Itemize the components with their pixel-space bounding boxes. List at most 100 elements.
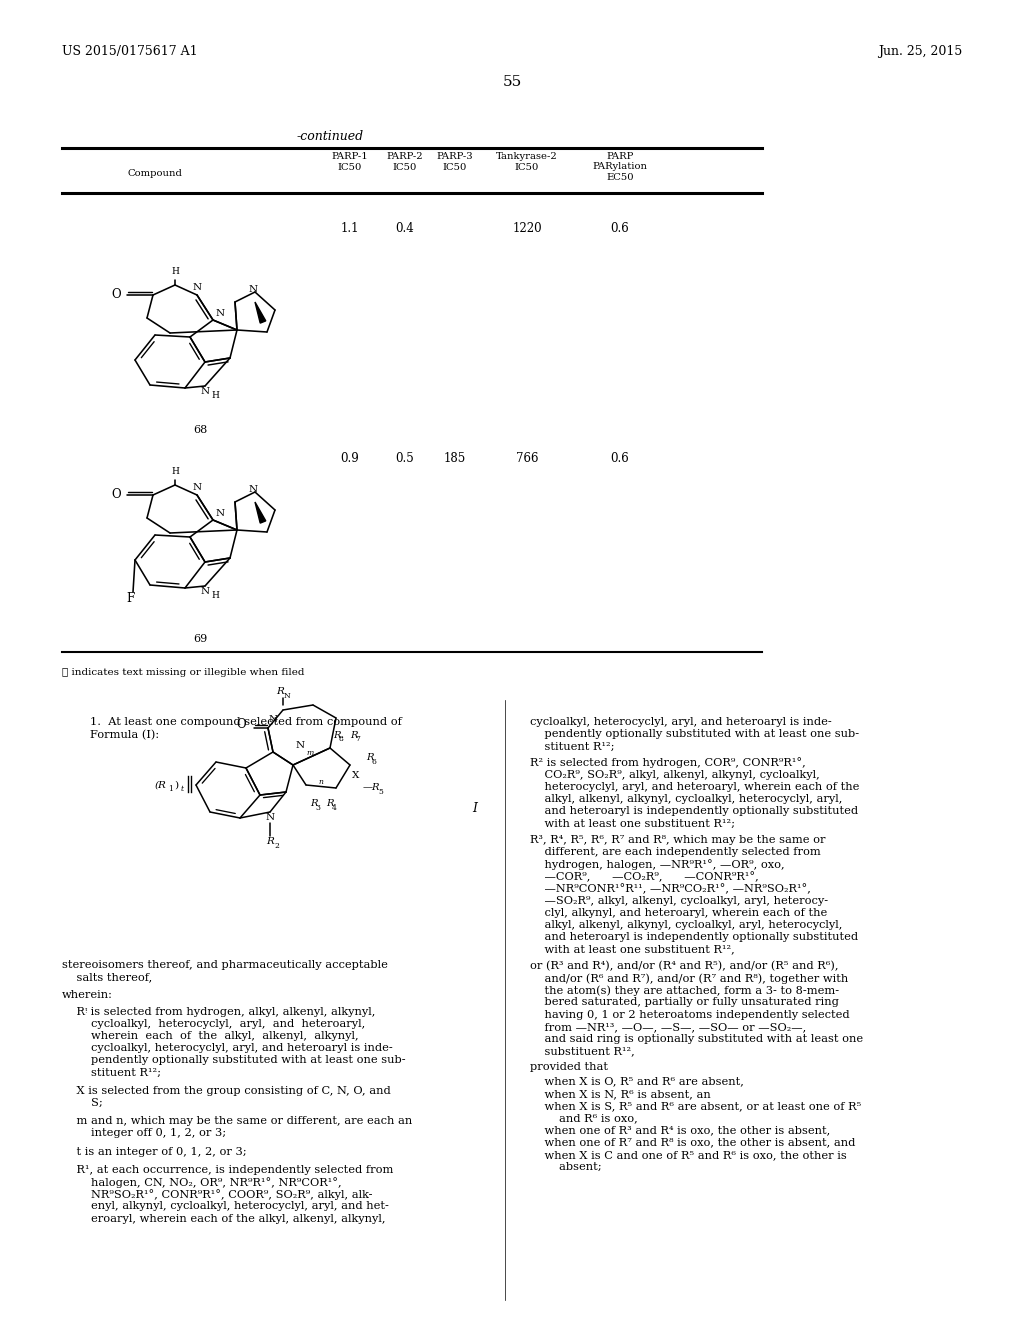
- Text: IC50: IC50: [442, 162, 467, 172]
- Text: R: R: [266, 837, 274, 846]
- Text: eroaryl, wherein each of the alkyl, alkenyl, alkynyl,: eroaryl, wherein each of the alkyl, alke…: [62, 1213, 385, 1224]
- Text: 3: 3: [315, 804, 321, 812]
- Text: 0.6: 0.6: [610, 451, 630, 465]
- Text: Formula (I):: Formula (I):: [90, 730, 159, 741]
- Text: Ⓢ indicates text missing or illegible when filed: Ⓢ indicates text missing or illegible wh…: [62, 668, 304, 677]
- Text: m and n, which may be the same or different, are each an: m and n, which may be the same or differ…: [62, 1117, 413, 1126]
- Text: and heteroaryl is independently optionally substituted: and heteroaryl is independently optional…: [530, 807, 858, 816]
- Text: pendently optionally substituted with at least one sub-: pendently optionally substituted with at…: [62, 1056, 406, 1065]
- Text: t: t: [180, 785, 183, 793]
- Text: H: H: [171, 467, 179, 477]
- Text: R: R: [350, 730, 357, 739]
- Text: when X is O, R⁵ and R⁶ are absent,: when X is O, R⁵ and R⁶ are absent,: [530, 1077, 743, 1086]
- Text: from —NR¹³, —O—, —S—, —SO— or —SO₂—,: from —NR¹³, —O—, —S—, —SO— or —SO₂—,: [530, 1022, 806, 1032]
- Text: ): ): [174, 780, 178, 789]
- Text: NR⁹SO₂R¹°, CONR⁹R¹°, COOR⁹, SO₂R⁹, alkyl, alk-: NR⁹SO₂R¹°, CONR⁹R¹°, COOR⁹, SO₂R⁹, alkyl…: [62, 1189, 373, 1200]
- Text: wherein:: wherein:: [62, 990, 113, 1001]
- Text: and heteroaryl is independently optionally substituted: and heteroaryl is independently optional…: [530, 932, 858, 942]
- Text: 4: 4: [332, 804, 337, 812]
- Text: 69: 69: [193, 634, 207, 644]
- Text: N: N: [201, 388, 210, 396]
- Text: N: N: [265, 813, 274, 822]
- Text: integer off 0, 1, 2, or 3;: integer off 0, 1, 2, or 3;: [62, 1129, 226, 1138]
- Text: H: H: [211, 591, 219, 601]
- Text: stereoisomers thereof, and pharmaceutically acceptable: stereoisomers thereof, and pharmaceutica…: [62, 960, 388, 970]
- Text: with at least one substituent R¹²,: with at least one substituent R¹²,: [530, 945, 735, 954]
- Text: 185: 185: [443, 451, 466, 465]
- Text: 68: 68: [193, 425, 207, 436]
- Text: when X is S, R⁵ and R⁶ are absent, or at least one of R⁵: when X is S, R⁵ and R⁶ are absent, or at…: [530, 1101, 861, 1111]
- Text: with at least one substituent R¹²;: with at least one substituent R¹²;: [530, 818, 735, 829]
- Text: 1220: 1220: [512, 222, 542, 235]
- Text: the atom(s) they are attached, form a 3- to 8-mem-: the atom(s) they are attached, form a 3-…: [530, 985, 839, 995]
- Text: 2: 2: [274, 842, 280, 850]
- Text: and said ring is optionally substituted with at least one: and said ring is optionally substituted …: [530, 1034, 863, 1044]
- Text: N: N: [215, 508, 224, 517]
- Text: alkyl, alkenyl, alkynyl, cycloalkyl, aryl, heterocyclyl,: alkyl, alkenyl, alkynyl, cycloalkyl, ary…: [530, 920, 843, 931]
- Text: R³, R⁴, R⁵, R⁶, R⁷ and R⁸, which may be the same or: R³, R⁴, R⁵, R⁶, R⁷ and R⁸, which may be …: [530, 834, 825, 845]
- Text: stituent R¹²;: stituent R¹²;: [62, 1068, 161, 1077]
- Text: 0.5: 0.5: [395, 451, 415, 465]
- Text: hydrogen, halogen, —NR⁹R¹°, —OR⁹, oxo,: hydrogen, halogen, —NR⁹R¹°, —OR⁹, oxo,: [530, 859, 784, 870]
- Text: or (R³ and R⁴), and/or (R⁴ and R⁵), and/or (R⁵ and R⁶),: or (R³ and R⁴), and/or (R⁴ and R⁵), and/…: [530, 961, 839, 972]
- Text: N: N: [268, 715, 278, 725]
- Text: N: N: [215, 309, 224, 318]
- Text: I: I: [472, 801, 477, 814]
- Text: when X is C and one of R⁵ and R⁶ is oxo, the other is: when X is C and one of R⁵ and R⁶ is oxo,…: [530, 1150, 847, 1160]
- Text: and R⁶ is oxo,: and R⁶ is oxo,: [530, 1113, 638, 1123]
- Text: wherein  each  of  the  alkyl,  alkenyl,  alkynyl,: wherein each of the alkyl, alkenyl, alky…: [62, 1031, 358, 1041]
- Text: N: N: [296, 741, 304, 750]
- Text: substituent R¹²,: substituent R¹²,: [530, 1047, 635, 1056]
- Text: provided that: provided that: [530, 1063, 608, 1072]
- Text: clyl, alkynyl, and heteroaryl, wherein each of the: clyl, alkynyl, and heteroaryl, wherein e…: [530, 908, 827, 917]
- Text: -continued: -continued: [296, 129, 364, 143]
- Text: stituent R¹²;: stituent R¹²;: [530, 742, 614, 751]
- Text: O: O: [112, 289, 121, 301]
- Text: EC50: EC50: [606, 173, 634, 182]
- Polygon shape: [255, 302, 266, 323]
- Text: R: R: [366, 754, 374, 763]
- Text: absent;: absent;: [530, 1162, 602, 1172]
- Text: 6: 6: [372, 758, 377, 766]
- Text: halogen, CN, NO₂, OR⁹, NR⁹R¹°, NR⁹COR¹°,: halogen, CN, NO₂, OR⁹, NR⁹R¹°, NR⁹COR¹°,: [62, 1177, 342, 1188]
- Text: 0.4: 0.4: [395, 222, 415, 235]
- Text: 1.  At least one compound selected from compound of: 1. At least one compound selected from c…: [90, 717, 401, 727]
- Text: different, are each independently selected from: different, are each independently select…: [530, 847, 821, 857]
- Text: N: N: [193, 483, 202, 492]
- Text: PARP-1: PARP-1: [332, 152, 369, 161]
- Text: N: N: [284, 692, 291, 700]
- Text: H: H: [171, 268, 179, 276]
- Text: R¹, at each occurrence, is independently selected from: R¹, at each occurrence, is independently…: [62, 1164, 393, 1175]
- Text: PARP-3: PARP-3: [436, 152, 473, 161]
- Text: S;: S;: [62, 1098, 102, 1107]
- Text: (R: (R: [154, 780, 166, 789]
- Text: —COR⁹,      —CO₂R⁹,      —CONR⁹R¹°,: —COR⁹, —CO₂R⁹, —CONR⁹R¹°,: [530, 871, 759, 882]
- Text: IC50: IC50: [393, 162, 417, 172]
- Text: —SO₂R⁹, alkyl, alkenyl, cycloalkyl, aryl, heterocy-: —SO₂R⁹, alkyl, alkenyl, cycloalkyl, aryl…: [530, 896, 828, 906]
- Text: salts thereof,: salts thereof,: [62, 973, 153, 982]
- Text: O: O: [237, 718, 246, 731]
- Text: t is an integer of 0, 1, 2, or 3;: t is an integer of 0, 1, 2, or 3;: [62, 1147, 247, 1156]
- Text: when X is N, R⁶ is absent, an: when X is N, R⁶ is absent, an: [530, 1089, 711, 1098]
- Text: —R: —R: [362, 784, 381, 792]
- Text: heterocyclyl, aryl, and heteroaryl, wherein each of the: heterocyclyl, aryl, and heteroaryl, wher…: [530, 781, 859, 792]
- Text: 1.1: 1.1: [341, 222, 359, 235]
- Text: having 0, 1 or 2 heteroatoms independently selected: having 0, 1 or 2 heteroatoms independent…: [530, 1010, 850, 1019]
- Text: N: N: [201, 587, 210, 597]
- Text: H: H: [211, 392, 219, 400]
- Text: Compound: Compound: [128, 169, 182, 178]
- Text: X is selected from the group consisting of C, N, O, and: X is selected from the group consisting …: [62, 1086, 391, 1096]
- Text: IC50: IC50: [515, 162, 540, 172]
- Text: PARP-2: PARP-2: [387, 152, 423, 161]
- Text: R² is selected from hydrogen, COR⁹, CONR⁹R¹°,: R² is selected from hydrogen, COR⁹, CONR…: [530, 758, 806, 768]
- Text: enyl, alkynyl, cycloalkyl, heterocyclyl, aryl, and het-: enyl, alkynyl, cycloalkyl, heterocyclyl,…: [62, 1201, 389, 1212]
- Text: R: R: [333, 730, 341, 739]
- Text: PARylation: PARylation: [593, 162, 647, 172]
- Text: m: m: [306, 748, 313, 756]
- Text: 766: 766: [516, 451, 539, 465]
- Text: N: N: [249, 486, 258, 495]
- Text: R: R: [310, 800, 317, 808]
- Text: alkyl, alkenyl, alkynyl, cycloalkyl, heterocyclyl, aryl,: alkyl, alkenyl, alkynyl, cycloalkyl, het…: [530, 795, 843, 804]
- Text: 7: 7: [355, 735, 360, 743]
- Text: 0.6: 0.6: [610, 222, 630, 235]
